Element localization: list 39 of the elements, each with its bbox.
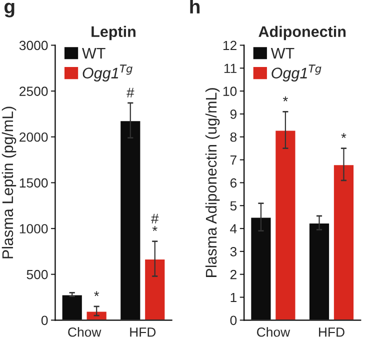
y-tick-label: 4 xyxy=(230,224,237,234)
y-tick-label: 1 xyxy=(230,292,236,302)
chart-title: Leptin xyxy=(92,26,136,40)
x-tick-label: HFD xyxy=(130,328,156,337)
annotation: * xyxy=(94,291,100,296)
y-tick-label: 2000 xyxy=(20,132,48,142)
x-tick-label: Chow xyxy=(257,327,290,337)
y-tick-label: 1500 xyxy=(20,178,48,188)
chart-title: Adiponectin xyxy=(258,26,346,40)
legend-label: Ogg1$^{Tg}$ xyxy=(82,64,132,82)
legend-label: WT xyxy=(82,48,106,58)
text: g xyxy=(4,2,14,18)
y-tick-label: 9 xyxy=(230,110,236,119)
annotation: * xyxy=(152,226,158,232)
annotation: * xyxy=(282,96,288,102)
y-tick-label: 7 xyxy=(230,155,236,165)
y-tick-label: 8 xyxy=(230,132,237,142)
x-tick-label: Chow xyxy=(68,327,102,337)
y-tick-label: 0 xyxy=(230,316,237,326)
y-axis-title: Plasma Leptin (pg/mL) xyxy=(2,106,16,258)
x-tick-label: HFD xyxy=(319,328,344,337)
y-tick-label: 2 xyxy=(230,270,236,280)
annotation: # xyxy=(126,88,134,98)
y-tick-label: 1000 xyxy=(20,224,48,234)
legend-label: Ogg1$^{Tg}$ xyxy=(272,64,322,82)
y-tick-label: 500 xyxy=(26,270,48,280)
annotation: # xyxy=(151,214,159,224)
y-tick-label: 5 xyxy=(230,201,237,211)
y-tick-label: 3000 xyxy=(19,40,48,50)
y-tick-label: 2500 xyxy=(20,86,48,96)
y-tick-label: 11 xyxy=(224,64,236,73)
y-tick-label: 0 xyxy=(41,316,48,326)
legend-label: WT xyxy=(270,48,294,58)
y-axis-title: Plasma Adiponectin (ug/mL) xyxy=(205,88,220,277)
y-tick-label: 10 xyxy=(223,86,237,96)
annotation: * xyxy=(341,133,346,138)
y-tick-label: 12 xyxy=(223,40,236,50)
y-tick-label: 6 xyxy=(230,178,237,188)
y-tick-label: 3 xyxy=(230,246,237,256)
